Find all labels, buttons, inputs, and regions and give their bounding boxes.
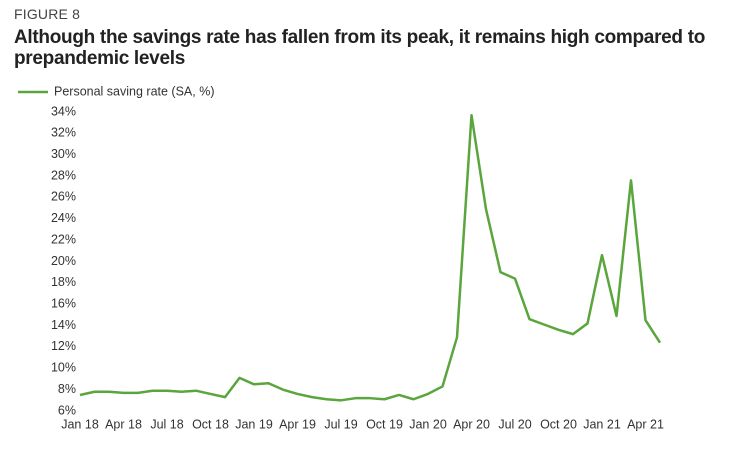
x-tick-label: Apr 21 — [627, 417, 664, 431]
chart-title: Although the savings rate has fallen fro… — [14, 27, 706, 69]
y-tick-label: 34% — [51, 104, 76, 118]
x-tick-label: Jan 21 — [583, 417, 621, 431]
y-tick-label: 8% — [58, 382, 76, 396]
legend-label: Personal saving rate (SA, %) — [54, 84, 215, 98]
y-tick-label: 26% — [51, 190, 76, 204]
x-tick-label: Jan 18 — [61, 417, 99, 431]
x-tick-label: Oct 18 — [192, 417, 229, 431]
x-tick-label: Apr 20 — [453, 417, 490, 431]
x-tick-label: Jan 20 — [409, 417, 447, 431]
y-tick-label: 16% — [51, 297, 76, 311]
y-tick-label: 22% — [51, 232, 76, 246]
y-tick-label: 14% — [51, 318, 76, 332]
x-tick-label: Jul 18 — [150, 417, 183, 431]
y-tick-label: 32% — [51, 126, 76, 140]
y-tick-label: 20% — [51, 254, 76, 268]
y-tick-label: 6% — [58, 403, 76, 417]
figure-label: FIGURE 8 — [14, 6, 81, 22]
x-tick-label: Jul 19 — [324, 417, 357, 431]
y-tick-label: 18% — [51, 275, 76, 289]
y-tick-label: 12% — [51, 339, 76, 353]
x-tick-label: Oct 20 — [540, 417, 577, 431]
y-tick-label: 24% — [51, 211, 76, 225]
x-tick-label: Oct 19 — [366, 417, 403, 431]
x-tick-label: Jan 19 — [235, 417, 273, 431]
series-line — [79, 113, 662, 402]
y-tick-label: 30% — [51, 147, 76, 161]
x-tick-label: Apr 18 — [105, 417, 142, 431]
x-tick-label: Jul 20 — [498, 417, 531, 431]
y-tick-label: 28% — [51, 168, 76, 182]
y-tick-label: 10% — [51, 361, 76, 375]
x-tick-label: Apr 19 — [279, 417, 316, 431]
